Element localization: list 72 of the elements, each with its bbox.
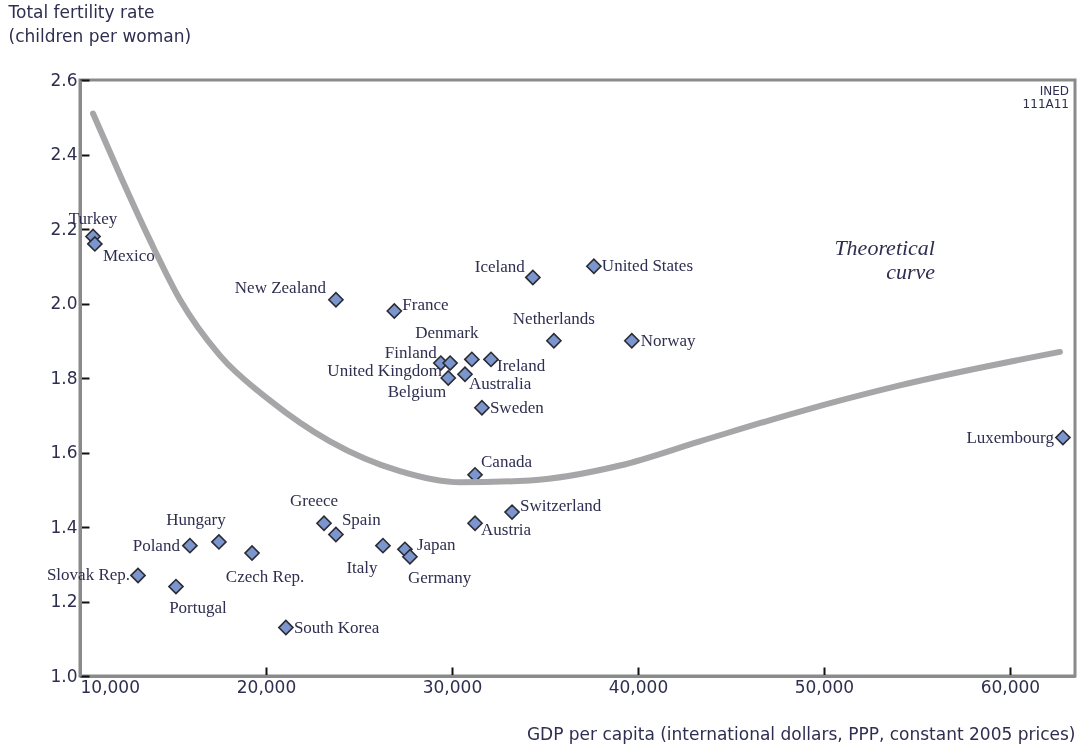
point [278,619,294,636]
y-tick-label: 2.0 [50,293,78,313]
data-label: Sweden [489,397,545,417]
data-label: France [402,294,449,314]
x-tick-label: 60,000 [980,676,1041,697]
y-tick-label: 1.2 [50,591,78,611]
data-label: Portugal [169,597,228,617]
data-label: Czech Rep. [225,567,305,587]
point [130,567,146,584]
data-label: Ireland [497,356,546,376]
point [463,351,480,368]
y-axis-title: Total fertility rate (children per woman) [7,1,192,46]
data-label: Denmark [415,323,479,343]
data-label: Poland [132,535,181,555]
data-label: United States [601,256,694,276]
data-label: Luxembourg [966,427,1055,447]
point [244,545,260,561]
data-label: Norway [640,330,697,350]
point [474,399,490,416]
point [87,236,103,252]
point [623,332,640,349]
point [386,303,403,319]
point [440,370,457,386]
point [546,332,562,349]
data-label: Iceland [474,257,526,277]
y-tick-label: 1.4 [50,516,78,537]
point [442,355,458,371]
data-label: United Kingdom [327,361,443,381]
data-label: New Zealand [234,277,327,297]
data-label: Mexico [102,245,155,265]
data-label: Slovak Rep. [46,565,131,585]
point [316,515,332,532]
point [586,258,602,275]
data-label: Greece [289,491,339,511]
point [328,291,344,308]
x-tick-label: 50,000 [794,676,855,697]
point [375,537,391,554]
data-label: Australia [468,374,532,394]
point [328,526,344,543]
point [524,269,541,286]
annotation: Theoretical curve [834,235,936,284]
y-tick-label: 2.4 [50,144,78,164]
point [168,578,184,595]
x-axis-title: GDP per capita (international dollars, PPP, constant 2005 prices) [526,723,1076,744]
data-label: Netherlands [512,308,595,328]
data-label: South Korea [293,617,380,637]
y-tick-label: 1.6 [50,442,78,462]
data-label: Hungary [166,509,227,529]
data-label: Austria [481,520,532,540]
point [211,534,227,550]
point [182,537,198,554]
x-tick-label: 10,000 [80,676,140,697]
data-label: Japan [416,535,457,555]
y-tick-label: 1.8 [50,367,78,388]
point [467,515,483,532]
y-tick-label: 2.6 [50,69,78,90]
data-label: Switzerland [520,496,602,516]
point [483,351,499,368]
x-tick-label: 30,000 [422,676,483,697]
data-label: Italy [346,557,379,577]
annotation: INED 111A11 [1022,84,1069,111]
data-label: Finland [384,343,438,363]
data-label: Spain [341,510,382,530]
point [402,548,418,565]
x-tick-label: 20,000 [236,676,297,697]
y-tick-label: 1.0 [50,665,78,686]
data-label: Canada [481,451,533,471]
point [1055,429,1071,446]
x-tick-label: 40,000 [608,676,669,697]
data-label: Germany [407,567,472,587]
data-label: Belgium [387,382,447,401]
point [504,504,520,520]
